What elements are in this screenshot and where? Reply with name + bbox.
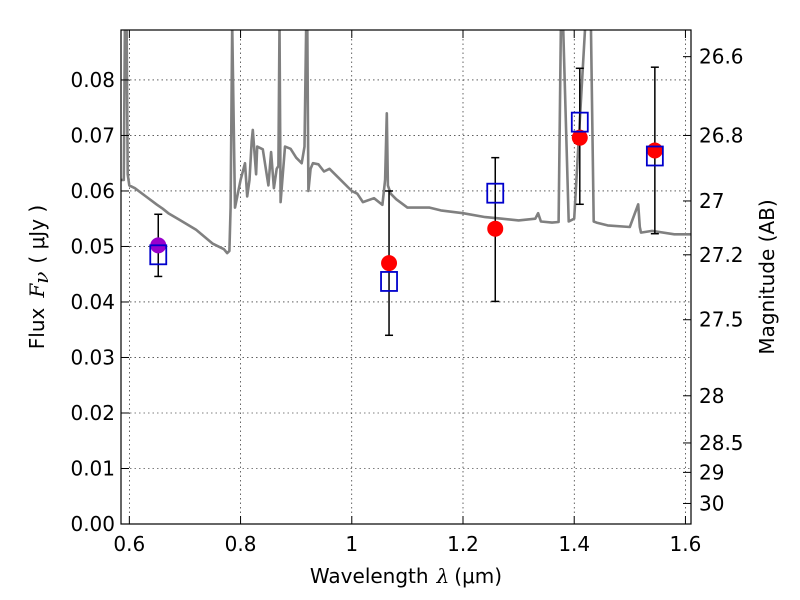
model-point (645, 145, 664, 167)
right-axis-title: Magnitude (AB) (755, 199, 779, 354)
right-tick-label: 28 (699, 384, 724, 408)
y-tick-label: 0.01 (70, 456, 115, 480)
x-tick-label: 0.6 (113, 532, 145, 556)
x-tick-label: 1.2 (447, 532, 479, 556)
y-tick-label: 0.08 (70, 68, 115, 92)
x-tick-label: 1.6 (670, 532, 702, 556)
observed-point (487, 220, 504, 237)
model-point (149, 244, 168, 266)
x-tick-label: 1.4 (558, 532, 590, 556)
right-tick-label: 27.5 (699, 308, 744, 332)
y-axis-title: Flux Fν ( μJy ) (25, 205, 53, 349)
grid (121, 30, 691, 525)
y-tick-label: 0.04 (70, 290, 115, 314)
x-tick-label: 1 (345, 532, 358, 556)
plot-area (121, 30, 691, 337)
y-tick-label: 0.07 (70, 123, 115, 147)
right-tick-label: 28.5 (699, 431, 744, 455)
y-tick-label: 0.05 (70, 234, 115, 258)
x-tick-label: 0.8 (225, 532, 257, 556)
model-point (486, 182, 505, 204)
y-tick-label: 0.02 (70, 401, 115, 425)
x-axis-title-symbol: λ (436, 564, 450, 588)
right-tick-label: 29 (699, 460, 724, 484)
observed-point (381, 255, 398, 272)
y-axis-title-subscript: ν (29, 272, 53, 284)
x-axis-title-unit: (μm) (454, 564, 502, 588)
observed-point (646, 142, 663, 159)
model-spectrum-line (121, 30, 691, 255)
axis-ticks: 0.6 0.8 1 1.2 1.4 1.6 0.00 0.01 0.02 0.03 0.04 0.05… (70, 30, 744, 556)
x-axis-title-prefix: Wavelength (310, 564, 429, 588)
x-axis-title: Wavelength λ (μm) (310, 564, 502, 588)
right-tick-label: 26.8 (699, 123, 744, 147)
right-tick-label: 26.6 (699, 45, 744, 69)
right-tick-label: 30 (699, 491, 724, 515)
y-axis-title-unit: ( μJy ) (25, 205, 49, 264)
y-axis-title-symbol: F (25, 283, 49, 299)
y-axis-title-prefix: Flux (25, 307, 49, 349)
plot-frame (120, 29, 692, 525)
axis-labels: Wavelength λ (μm) Flux Fν ( μJy ) Magnitude (A… (25, 199, 779, 588)
observed-point (571, 129, 588, 146)
model-point (570, 111, 589, 133)
y-tick-label: 0.06 (70, 179, 115, 203)
right-tick-label: 27.2 (699, 243, 744, 267)
right-tick-label: 27 (699, 189, 724, 213)
model-point (380, 271, 398, 292)
y-tick-label: 0.03 (70, 345, 115, 369)
y-tick-label: 0.00 (70, 512, 115, 536)
